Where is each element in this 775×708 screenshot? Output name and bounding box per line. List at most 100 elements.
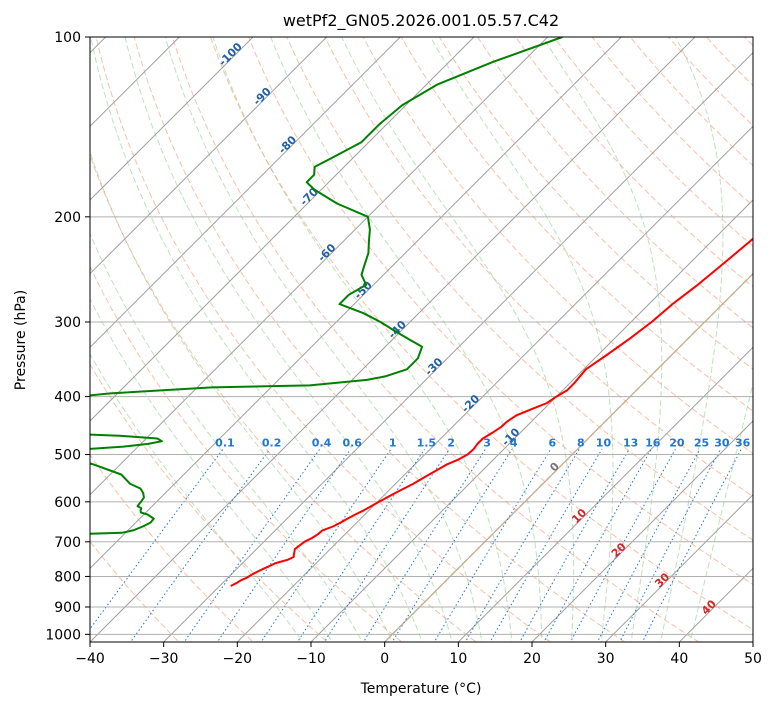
isotherm-line <box>90 37 475 422</box>
isotherm-line <box>604 493 753 642</box>
mixing-ratio-label: 0.2 <box>262 437 282 450</box>
dry-adiabats <box>90 24 775 647</box>
mixing-ratio-label: 1.5 <box>417 437 437 450</box>
mixing-ratio-line <box>464 449 580 642</box>
x-tick-label: 20 <box>523 651 541 667</box>
mixing-ratio-label: 25 <box>694 437 709 450</box>
mixing-ratio-line <box>183 449 321 642</box>
dry-adiabat-line <box>95 37 552 642</box>
dry-adiabat-line <box>90 154 477 642</box>
isotherm-line <box>162 51 753 642</box>
isotherm-label: -100 <box>216 40 245 69</box>
mixing-ratio-label: 3 <box>483 437 491 450</box>
mixing-ratio-label: 20 <box>669 437 685 450</box>
isotherm-label: 40 <box>699 597 719 617</box>
moist-adiabat-line <box>212 37 513 642</box>
y-tick-label: 900 <box>54 600 81 616</box>
isotherm-label: -60 <box>315 241 338 264</box>
moist-adiabat-line <box>341 37 575 642</box>
y-tick-label: 300 <box>54 315 81 331</box>
plot-area: -100-90-80-70-60-50-40-30-20-10010203040… <box>90 24 775 647</box>
mixing-ratio-label: 10 <box>596 437 612 450</box>
temperature-profile-line <box>230 237 753 587</box>
mixing-ratio-label: 6 <box>549 437 557 450</box>
isotherm-label: -30 <box>422 355 445 378</box>
chart-title: wetPf2_GN05.2026.001.05.57.C42 <box>283 11 559 31</box>
isotherm-line <box>383 272 753 642</box>
dry-adiabat-line <box>90 540 180 642</box>
moist-adiabat-line <box>124 37 453 642</box>
isotherm-line <box>90 37 254 201</box>
dry-adiabat-line <box>133 37 626 642</box>
isotherm-line <box>752 641 753 642</box>
x-tick-label: 0 <box>380 651 389 667</box>
dry-adiabat-line <box>324 37 753 498</box>
moist-adiabat-line <box>90 150 393 642</box>
mixing-ratio-line <box>129 449 271 642</box>
mixing-ratio-label: 30 <box>714 437 730 450</box>
mixing-ratio-label: 8 <box>577 437 585 450</box>
y-tick-label: 800 <box>54 569 81 585</box>
dry-adiabat-line <box>171 37 700 642</box>
moist-adiabat-line <box>660 37 724 642</box>
mixing-ratio-line <box>90 449 224 630</box>
isotherm-line <box>678 567 753 642</box>
moist-adiabat-line <box>430 37 614 642</box>
x-tick-label: 10 <box>449 651 467 667</box>
mixing-ratio-label: 0.1 <box>215 437 235 450</box>
dry-adiabat-line <box>477 37 753 329</box>
dry-adiabat-line <box>770 24 775 647</box>
mixing-ratio-line <box>296 449 426 642</box>
pressure-gridlines <box>90 37 753 635</box>
y-tick-label: 600 <box>54 495 81 511</box>
x-tick-label: −10 <box>296 651 326 667</box>
mixing-ratio-line <box>569 449 676 642</box>
isotherm-line <box>531 420 753 642</box>
mixing-ratio-line <box>489 449 603 642</box>
isotherm-label: 30 <box>652 570 672 590</box>
isotherm-label: -90 <box>251 85 274 108</box>
y-tick-label: 1000 <box>45 627 81 643</box>
mixing-ratio-line <box>519 449 630 642</box>
y-axis-label: Pressure (hPa) <box>13 290 29 390</box>
sounding-series <box>90 37 753 587</box>
mixing-ratio-line <box>596 449 701 642</box>
moist-adiabat-line <box>90 37 423 642</box>
moist-adiabat-line <box>90 297 333 642</box>
moist-adiabat-line <box>689 381 753 642</box>
isotherm-line <box>90 37 328 275</box>
isotherm-line <box>90 37 696 642</box>
dry-adiabat-line <box>90 363 329 642</box>
mixing-ratio-label: 1 <box>389 437 397 450</box>
isotherms <box>90 37 753 642</box>
y-axis: 100 200 300 400 500 600 700 800 900 1000 <box>45 30 90 643</box>
mixing-ratio-label: 0.4 <box>312 437 332 450</box>
x-axis: −40 −30 −20 −10 0 10 20 30 40 50 <box>75 642 762 667</box>
isotherm-line <box>90 37 623 570</box>
dewpoint-profile-line <box>90 37 563 535</box>
isotherm-label: 20 <box>609 540 629 560</box>
dry-adiabat-line <box>400 37 753 412</box>
dry-adiabat-line <box>438 37 753 370</box>
y-tick-label: 100 <box>54 30 81 46</box>
dry-adiabat-line <box>629 37 753 167</box>
mixing-ratio-line <box>619 449 721 642</box>
moist-adiabat-line <box>542 37 663 642</box>
isotherm-line <box>457 346 753 642</box>
dry-adiabat-line <box>362 37 753 455</box>
mixing-ratio-label: 2 <box>447 437 455 450</box>
x-axis-label: Temperature (°C) <box>360 681 482 697</box>
dry-adiabat-line <box>553 37 753 247</box>
mixing-ratio-line <box>260 449 392 642</box>
isotherm-label: -20 <box>459 392 482 415</box>
y-tick-label: 500 <box>54 448 81 464</box>
isotherm-label: -70 <box>298 185 321 208</box>
mixing-ratio-label: 16 <box>645 437 661 450</box>
mixing-ratio-label: 13 <box>623 437 638 450</box>
mixing-ratio-labels: 0.1 0.2 0.4 0.6 1 1.5 2 3 4 6 8 10 13 16 20 25 30 36 <box>215 437 750 450</box>
moist-adiabats <box>90 37 753 642</box>
isotherm-line <box>90 37 549 496</box>
mixing-ratio-label: 4 <box>510 437 518 450</box>
plot-frame <box>89 36 754 643</box>
